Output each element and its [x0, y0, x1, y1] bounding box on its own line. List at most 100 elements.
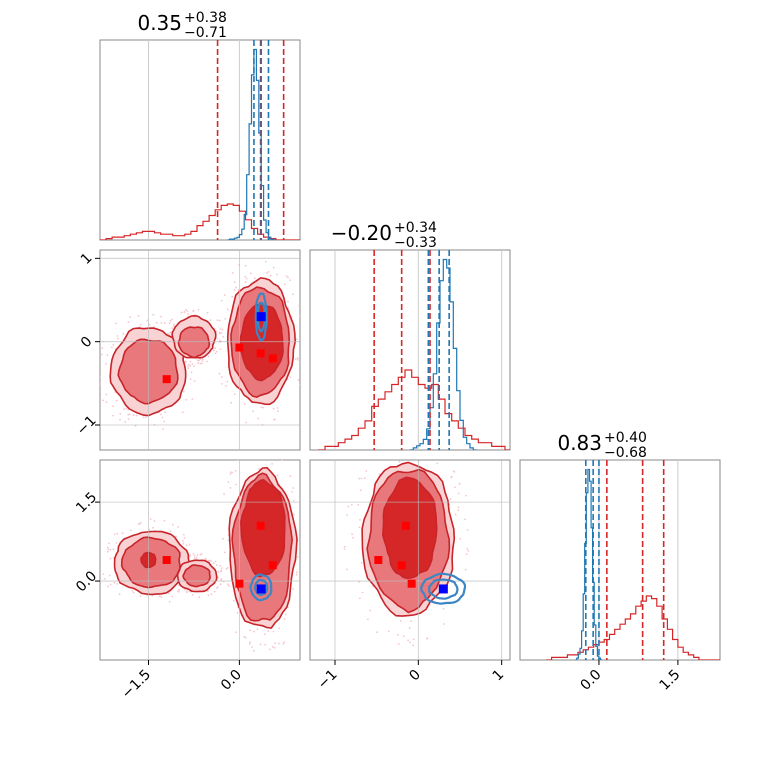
red-contour-mid — [182, 564, 211, 588]
sample-point — [293, 513, 295, 516]
sample-point — [269, 274, 272, 277]
sample-point — [360, 477, 363, 480]
diagonal-panel-0: 0.35 +0.38−0.71 — [99, 10, 301, 241]
sample-point — [182, 540, 184, 542]
sample-point — [230, 471, 232, 474]
sample-point — [278, 627, 281, 629]
sample-point — [193, 555, 196, 557]
sample-point — [387, 630, 390, 633]
sample-point — [289, 475, 292, 478]
sample-point — [367, 618, 369, 621]
sample-point — [118, 593, 121, 596]
sample-point — [199, 554, 202, 556]
sample-point — [198, 596, 201, 599]
sample-point — [466, 547, 469, 550]
sample-point — [289, 279, 291, 281]
sample-point — [361, 591, 364, 594]
sample-point — [465, 553, 468, 556]
sample-point — [180, 311, 183, 314]
sample-point — [140, 323, 142, 326]
sample-point — [272, 407, 275, 410]
sample-point — [245, 421, 248, 424]
sample-point — [192, 309, 195, 312]
sample-point — [113, 581, 116, 584]
x-tick-label: 1.5 — [656, 667, 683, 694]
red-histogram — [100, 203, 300, 240]
sample-point — [249, 641, 251, 643]
sample-point — [298, 304, 300, 307]
sample-point — [182, 542, 185, 545]
scatter-panel-1-2 — [309, 458, 511, 661]
sample-point — [287, 276, 289, 279]
sample-point — [439, 458, 441, 460]
sample-point — [219, 328, 222, 330]
sample-point — [200, 362, 203, 365]
sample-point — [365, 470, 368, 472]
red-contour-mid — [117, 338, 179, 405]
sample-point — [359, 597, 361, 600]
sample-point — [183, 311, 186, 314]
red-marker — [268, 354, 277, 363]
sample-point — [259, 643, 262, 646]
sample-point — [403, 635, 405, 637]
blue-contour-1 — [253, 578, 269, 597]
sample-point — [197, 362, 200, 365]
sample-point — [271, 463, 273, 465]
sample-point — [212, 562, 215, 565]
sample-point — [299, 314, 300, 317]
sample-point — [217, 570, 220, 573]
sample-point — [125, 407, 128, 410]
sample-point — [264, 260, 267, 263]
sample-point — [453, 470, 455, 473]
sample-point — [171, 318, 173, 321]
sample-point — [117, 337, 119, 340]
sample-point — [177, 590, 180, 593]
sample-point — [197, 308, 200, 311]
blue-contour-0 — [249, 573, 273, 602]
sample-point — [282, 643, 285, 645]
sample-point — [122, 332, 125, 335]
red-marker — [268, 561, 277, 570]
sample-point — [148, 528, 151, 531]
sample-point — [466, 529, 469, 531]
sample-point — [186, 310, 189, 312]
sample-point — [105, 393, 108, 396]
sample-point — [183, 588, 186, 591]
sample-point — [458, 482, 461, 485]
panel-title-value: 0.35 — [137, 11, 182, 35]
sample-point — [188, 590, 191, 593]
sample-point — [221, 328, 224, 331]
sample-point — [109, 583, 112, 586]
sample-point — [169, 530, 172, 532]
sample-point — [106, 550, 109, 553]
sample-point — [135, 414, 138, 417]
blue-contour-0 — [420, 572, 467, 605]
sample-point — [188, 363, 190, 366]
sample-point — [218, 319, 221, 322]
sample-point — [112, 405, 114, 408]
blue-contour-0 — [254, 292, 268, 342]
sample-point — [114, 391, 116, 393]
sample-point — [254, 457, 256, 459]
sample-point — [127, 418, 130, 421]
blue-marker — [256, 584, 266, 594]
panel-title-plus: +0.34 — [394, 220, 437, 236]
sample-point — [139, 595, 142, 598]
sample-point — [100, 376, 101, 379]
sample-point — [101, 347, 104, 350]
sample-point — [178, 588, 181, 591]
panel-title-value: 0.83 — [557, 431, 602, 455]
sample-point — [237, 289, 240, 291]
sample-point — [146, 319, 149, 322]
sample-point — [450, 475, 453, 478]
sample-point — [158, 595, 161, 597]
sample-point — [231, 272, 234, 274]
sample-point — [272, 266, 275, 269]
red-marker — [407, 579, 416, 588]
sample-point — [251, 646, 254, 648]
sample-point — [115, 399, 118, 402]
sample-point — [244, 636, 247, 639]
sample-point — [227, 539, 230, 542]
sample-point — [105, 363, 107, 365]
